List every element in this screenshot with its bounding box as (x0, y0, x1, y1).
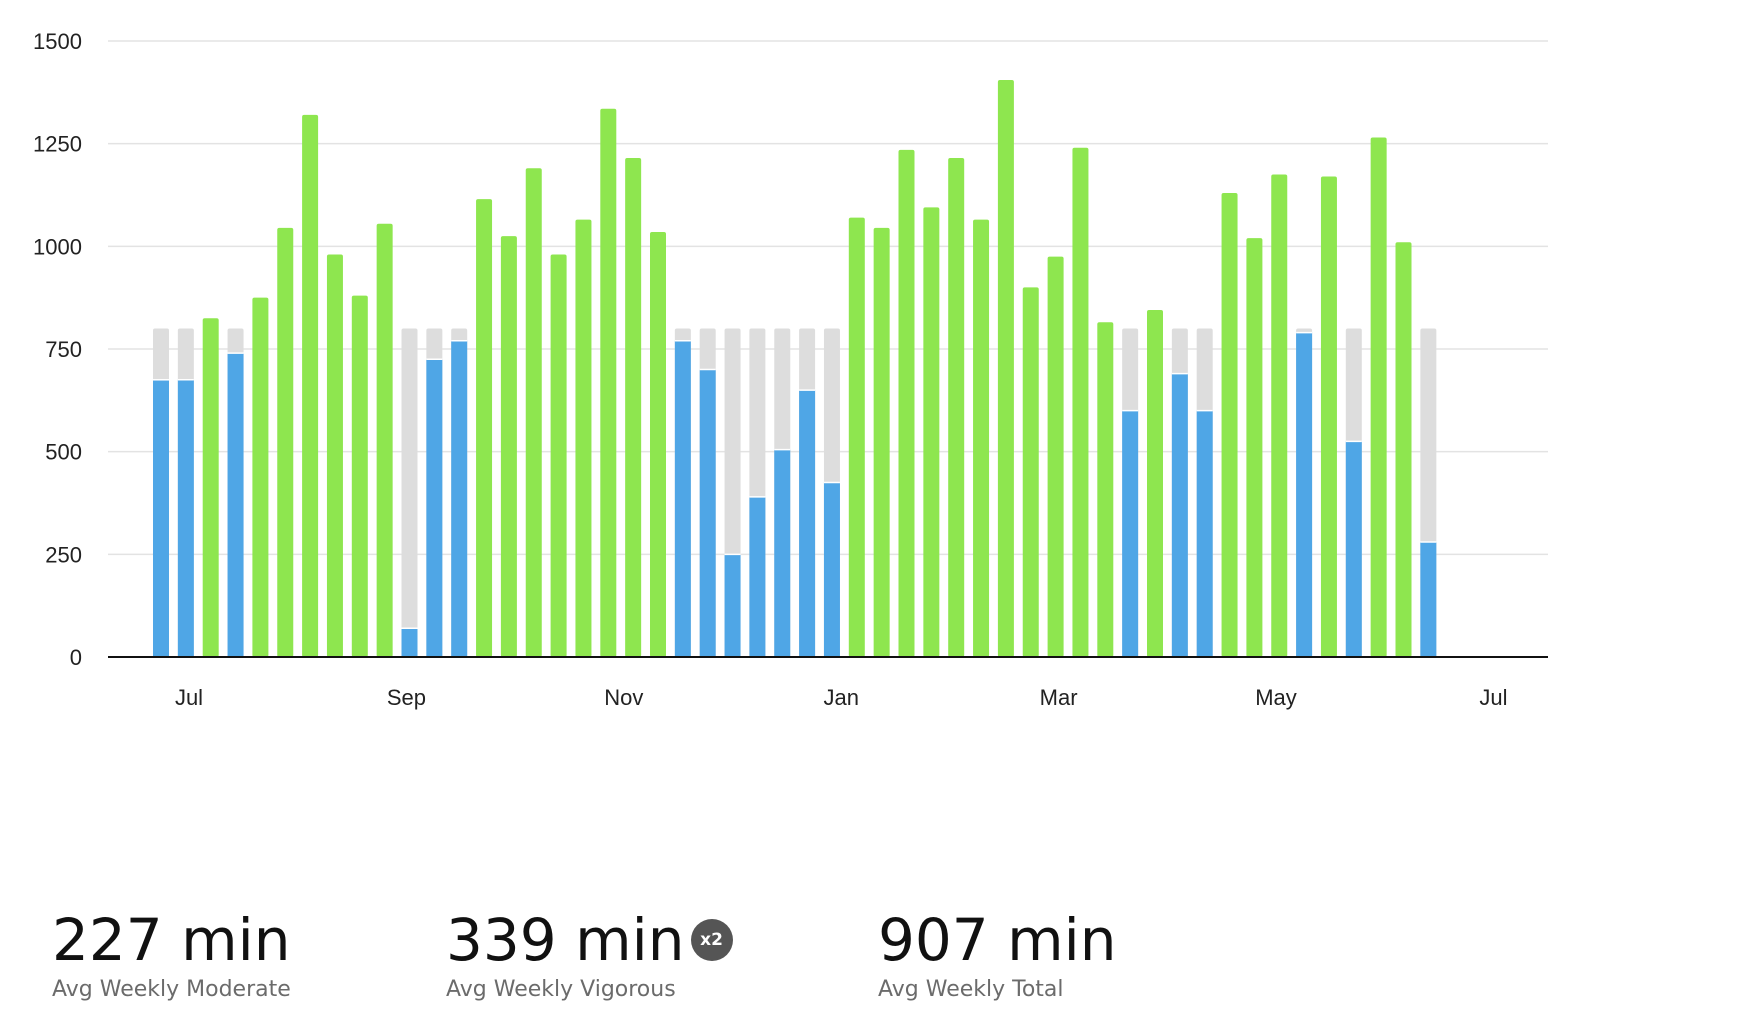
bar-goal-met (1047, 256, 1064, 657)
bar-below-goal (1122, 410, 1139, 657)
bar-goal-met (550, 254, 567, 657)
bar-below-goal (1296, 332, 1313, 657)
vigorous-value-row: 339 min x2 (446, 905, 733, 975)
y-axis-ticks: 0 250 500 750 1000 1250 1500 (33, 29, 82, 670)
bar-goal-met (326, 254, 343, 657)
moderate-value: 227 min (52, 906, 291, 974)
bar-goal-met (997, 80, 1014, 658)
bar-below-goal (227, 353, 244, 657)
bar-goal-met (202, 318, 219, 657)
bar-goal-met (923, 207, 940, 657)
total-label: Avg Weekly Total (878, 977, 1064, 1002)
bars (153, 80, 1437, 658)
weekly-activity-chart: 0 250 500 750 1000 1250 1500 Jul Sep Nov Jan Mar Ma… (33, 29, 1548, 710)
x-tick-label: Jan (823, 685, 858, 710)
bar-goal-met (848, 217, 865, 657)
y-tick-label: 1250 (33, 132, 82, 157)
x-tick-label: May (1255, 685, 1297, 710)
bar-goal-met (525, 168, 542, 657)
bar-below-goal (451, 340, 468, 657)
bar-goal-met (898, 149, 915, 657)
x-axis-ticks: Jul Sep Nov Jan Mar May Jul (175, 685, 1508, 710)
vigorous-label: Avg Weekly Vigorous (446, 977, 676, 1002)
bar-below-goal (426, 359, 443, 657)
y-tick-label: 250 (45, 542, 82, 567)
stat-vigorous: 339 min x2 Avg Weekly Vigorous (446, 905, 733, 1002)
bar-goal-met (1370, 137, 1387, 658)
y-tick-label: 1000 (33, 234, 82, 259)
bar-below-goal (1345, 441, 1362, 657)
bar-below-goal (1171, 373, 1188, 657)
bar-goal-met (1271, 174, 1288, 657)
bar-goal-met (1395, 242, 1412, 657)
bar-goal-met (252, 297, 269, 657)
bar-goal-met (625, 158, 642, 658)
x-tick-label: Jul (1479, 685, 1507, 710)
bar-goal-met (277, 227, 294, 657)
bar-goal-met (302, 114, 319, 658)
bar-below-goal (674, 340, 691, 657)
bar-goal-met (600, 108, 617, 657)
bar-below-goal (749, 496, 766, 657)
moderate-label: Avg Weekly Moderate (52, 977, 291, 1002)
stat-moderate: 227 min Avg Weekly Moderate (52, 905, 291, 1002)
bar-goal-met (500, 236, 517, 658)
vigorous-value: 339 min (446, 906, 685, 974)
bar-goal-met (575, 219, 592, 657)
bar-below-goal (1420, 542, 1437, 657)
x-tick-label: Sep (387, 685, 426, 710)
y-tick-label: 0 (70, 645, 82, 670)
bar-goal-met (476, 199, 493, 657)
x-tick-label: Nov (604, 685, 643, 710)
bar-below-goal (774, 449, 791, 657)
bar-goal-remainder (401, 328, 418, 657)
bar-below-goal (153, 379, 169, 657)
bar-goal-met (1246, 238, 1263, 657)
bar-goal-met (948, 158, 965, 658)
stat-total: 907 min Avg Weekly Total (878, 905, 1117, 1002)
total-value: 907 min (878, 906, 1117, 974)
bar-goal-met (1022, 287, 1039, 657)
bar-goal-met (873, 227, 890, 657)
stats-row: 227 min Avg Weekly Moderate 339 min x2 A… (0, 905, 1758, 1030)
y-tick-label: 500 (45, 440, 82, 465)
x-tick-label: Jul (175, 685, 203, 710)
bar-below-goal (401, 628, 418, 657)
y-tick-label: 1500 (33, 29, 82, 54)
bar-goal-met (351, 295, 368, 657)
bar-below-goal (823, 482, 840, 657)
bar-below-goal (799, 390, 816, 657)
bar-below-goal (1196, 410, 1213, 657)
bar-goal-met (1320, 176, 1337, 657)
bar-below-goal (177, 379, 194, 657)
bar-goal-met (650, 231, 666, 657)
multiplier-badge: x2 (690, 919, 733, 961)
bar-goal-met (1221, 192, 1238, 658)
bar-goal-met (376, 223, 393, 657)
bar-goal-met (1147, 309, 1163, 657)
y-tick-label: 750 (45, 337, 82, 362)
bar-goal-met (1072, 147, 1089, 658)
bar-goal-met (1097, 322, 1114, 657)
bar-goal-met (973, 219, 990, 657)
bar-below-goal (724, 554, 741, 657)
bar-below-goal (699, 369, 716, 657)
x-tick-label: Mar (1040, 685, 1078, 710)
